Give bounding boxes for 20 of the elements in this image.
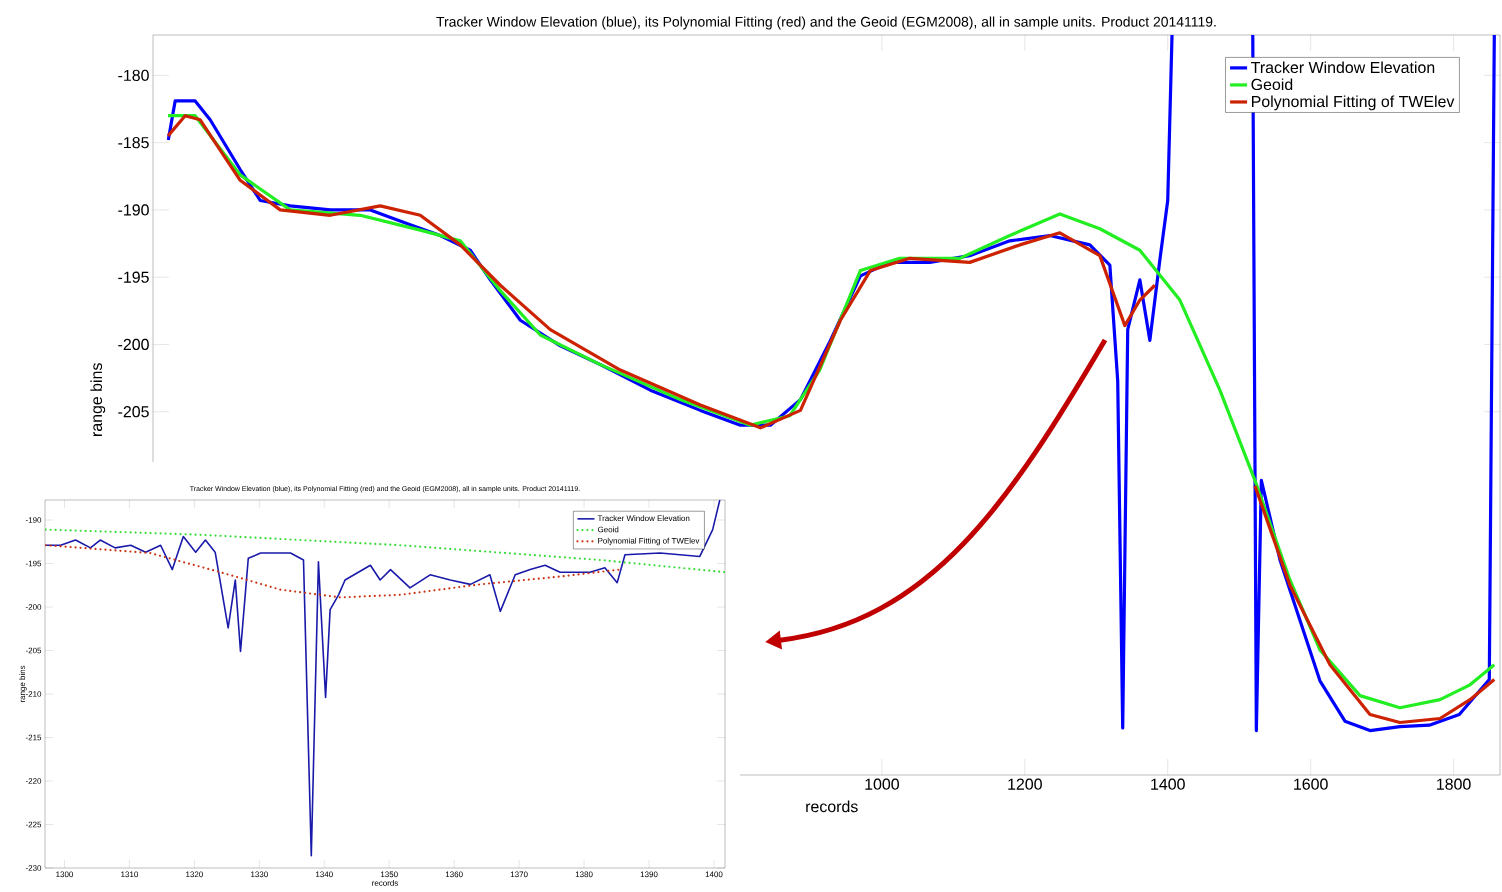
line-series: [45, 499, 721, 857]
legend-label: Geoid: [1251, 78, 1293, 91]
y-tick-label: -190: [118, 204, 149, 216]
x-tick-label: 1800: [1437, 778, 1471, 790]
legend-label: Polynomial Fitting of TWElev: [1252, 95, 1455, 111]
x-tick-label: 1600: [1294, 778, 1328, 790]
x-axis-title: records: [806, 800, 858, 813]
y-axis-title: range bins: [90, 363, 106, 436]
y-tick-label: -200: [118, 338, 149, 351]
y-tick-label: -195: [118, 271, 149, 283]
x-tick-label: 1200: [1008, 778, 1042, 790]
x-tick-label: 1400: [1151, 778, 1185, 790]
chart-title: Tracker Window Elevation (blue), its Polynomial Fitting (red) and the Geoid (EGM2008), all in sample units. Product 20141119.: [436, 16, 1216, 30]
legend-label: Tracker Window Elevation: [1251, 61, 1435, 74]
line-series: [45, 544, 621, 599]
y-tick-label: -205: [118, 406, 149, 418]
y-tick-label: -185: [118, 136, 149, 149]
y-tick-label: -180: [118, 69, 149, 81]
x-tick-label: 1000: [865, 778, 899, 790]
line-series: [45, 528, 726, 574]
